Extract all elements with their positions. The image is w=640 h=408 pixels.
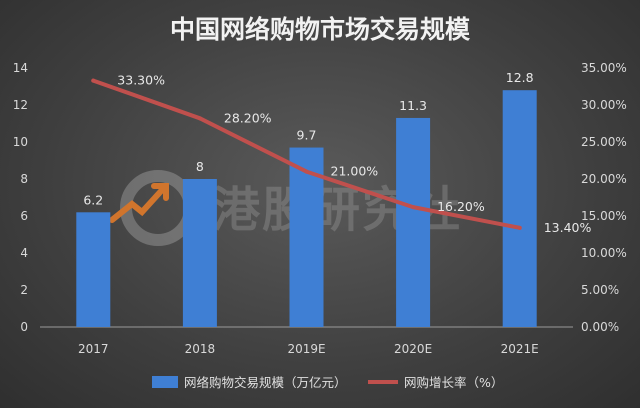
legend-label-bar: 网络购物交易规模（万亿元）: [184, 375, 347, 390]
growth-point-2019E: [304, 169, 309, 174]
left-tick-10: 10: [13, 135, 28, 149]
chart-title: 中国网络购物市场交易规模: [170, 15, 471, 44]
growth-point-2020E: [411, 205, 416, 210]
watermark-logo-arrowhead: [151, 183, 169, 201]
x-tick-2019E: 2019E: [287, 342, 325, 356]
x-tick-2018: 2018: [185, 342, 216, 356]
left-tick-0: 0: [20, 320, 28, 334]
left-tick-8: 8: [20, 172, 28, 186]
left-tick-2: 2: [20, 283, 28, 297]
right-tick-30.00%: 30.00%: [581, 98, 627, 112]
bar-2020E: [396, 117, 431, 327]
left-tick-4: 4: [20, 246, 28, 260]
left-tick-12: 12: [13, 98, 28, 112]
right-tick-15.00%: 15.00%: [581, 209, 627, 223]
growth-label-2017: 33.30%: [117, 73, 165, 88]
x-tick-2021E: 2021E: [501, 342, 539, 356]
bar-label-2020E: 11.3: [399, 98, 427, 113]
right-tick-5.00%: 5.00%: [581, 283, 619, 297]
bar-label-2017: 6.2: [83, 192, 103, 207]
bar-2021E: [502, 90, 537, 327]
growth-label-2021E: 13.40%: [544, 220, 592, 235]
bar-2017: [76, 212, 111, 327]
growth-label-2018: 28.20%: [224, 110, 272, 125]
growth-point-2021E: [517, 225, 522, 230]
left-tick-6: 6: [20, 209, 28, 223]
bar-2018: [182, 179, 217, 327]
right-tick-10.00%: 10.00%: [581, 246, 627, 260]
growth-label-2020E: 16.20%: [437, 199, 485, 214]
growth-point-2017: [91, 78, 96, 83]
bar-label-2019E: 9.7: [297, 128, 317, 143]
right-tick-20.00%: 20.00%: [581, 172, 627, 186]
bar-label-2021E: 12.8: [506, 70, 534, 85]
x-tick-2020E: 2020E: [394, 342, 432, 356]
right-tick-0.00%: 0.00%: [581, 320, 619, 334]
right-tick-25.00%: 25.00%: [581, 135, 627, 149]
watermark-logo-arrow: [109, 187, 165, 223]
legend-swatch-bar: [152, 376, 178, 388]
bar-label-2018: 8: [196, 159, 204, 174]
legend-label-line: 网购增长率（%）: [404, 375, 503, 390]
x-tick-2017: 2017: [78, 342, 109, 356]
left-tick-14: 14: [13, 61, 28, 75]
right-tick-35.00%: 35.00%: [581, 61, 627, 75]
growth-point-2018: [197, 116, 202, 121]
growth-label-2019E: 21.00%: [331, 164, 379, 179]
